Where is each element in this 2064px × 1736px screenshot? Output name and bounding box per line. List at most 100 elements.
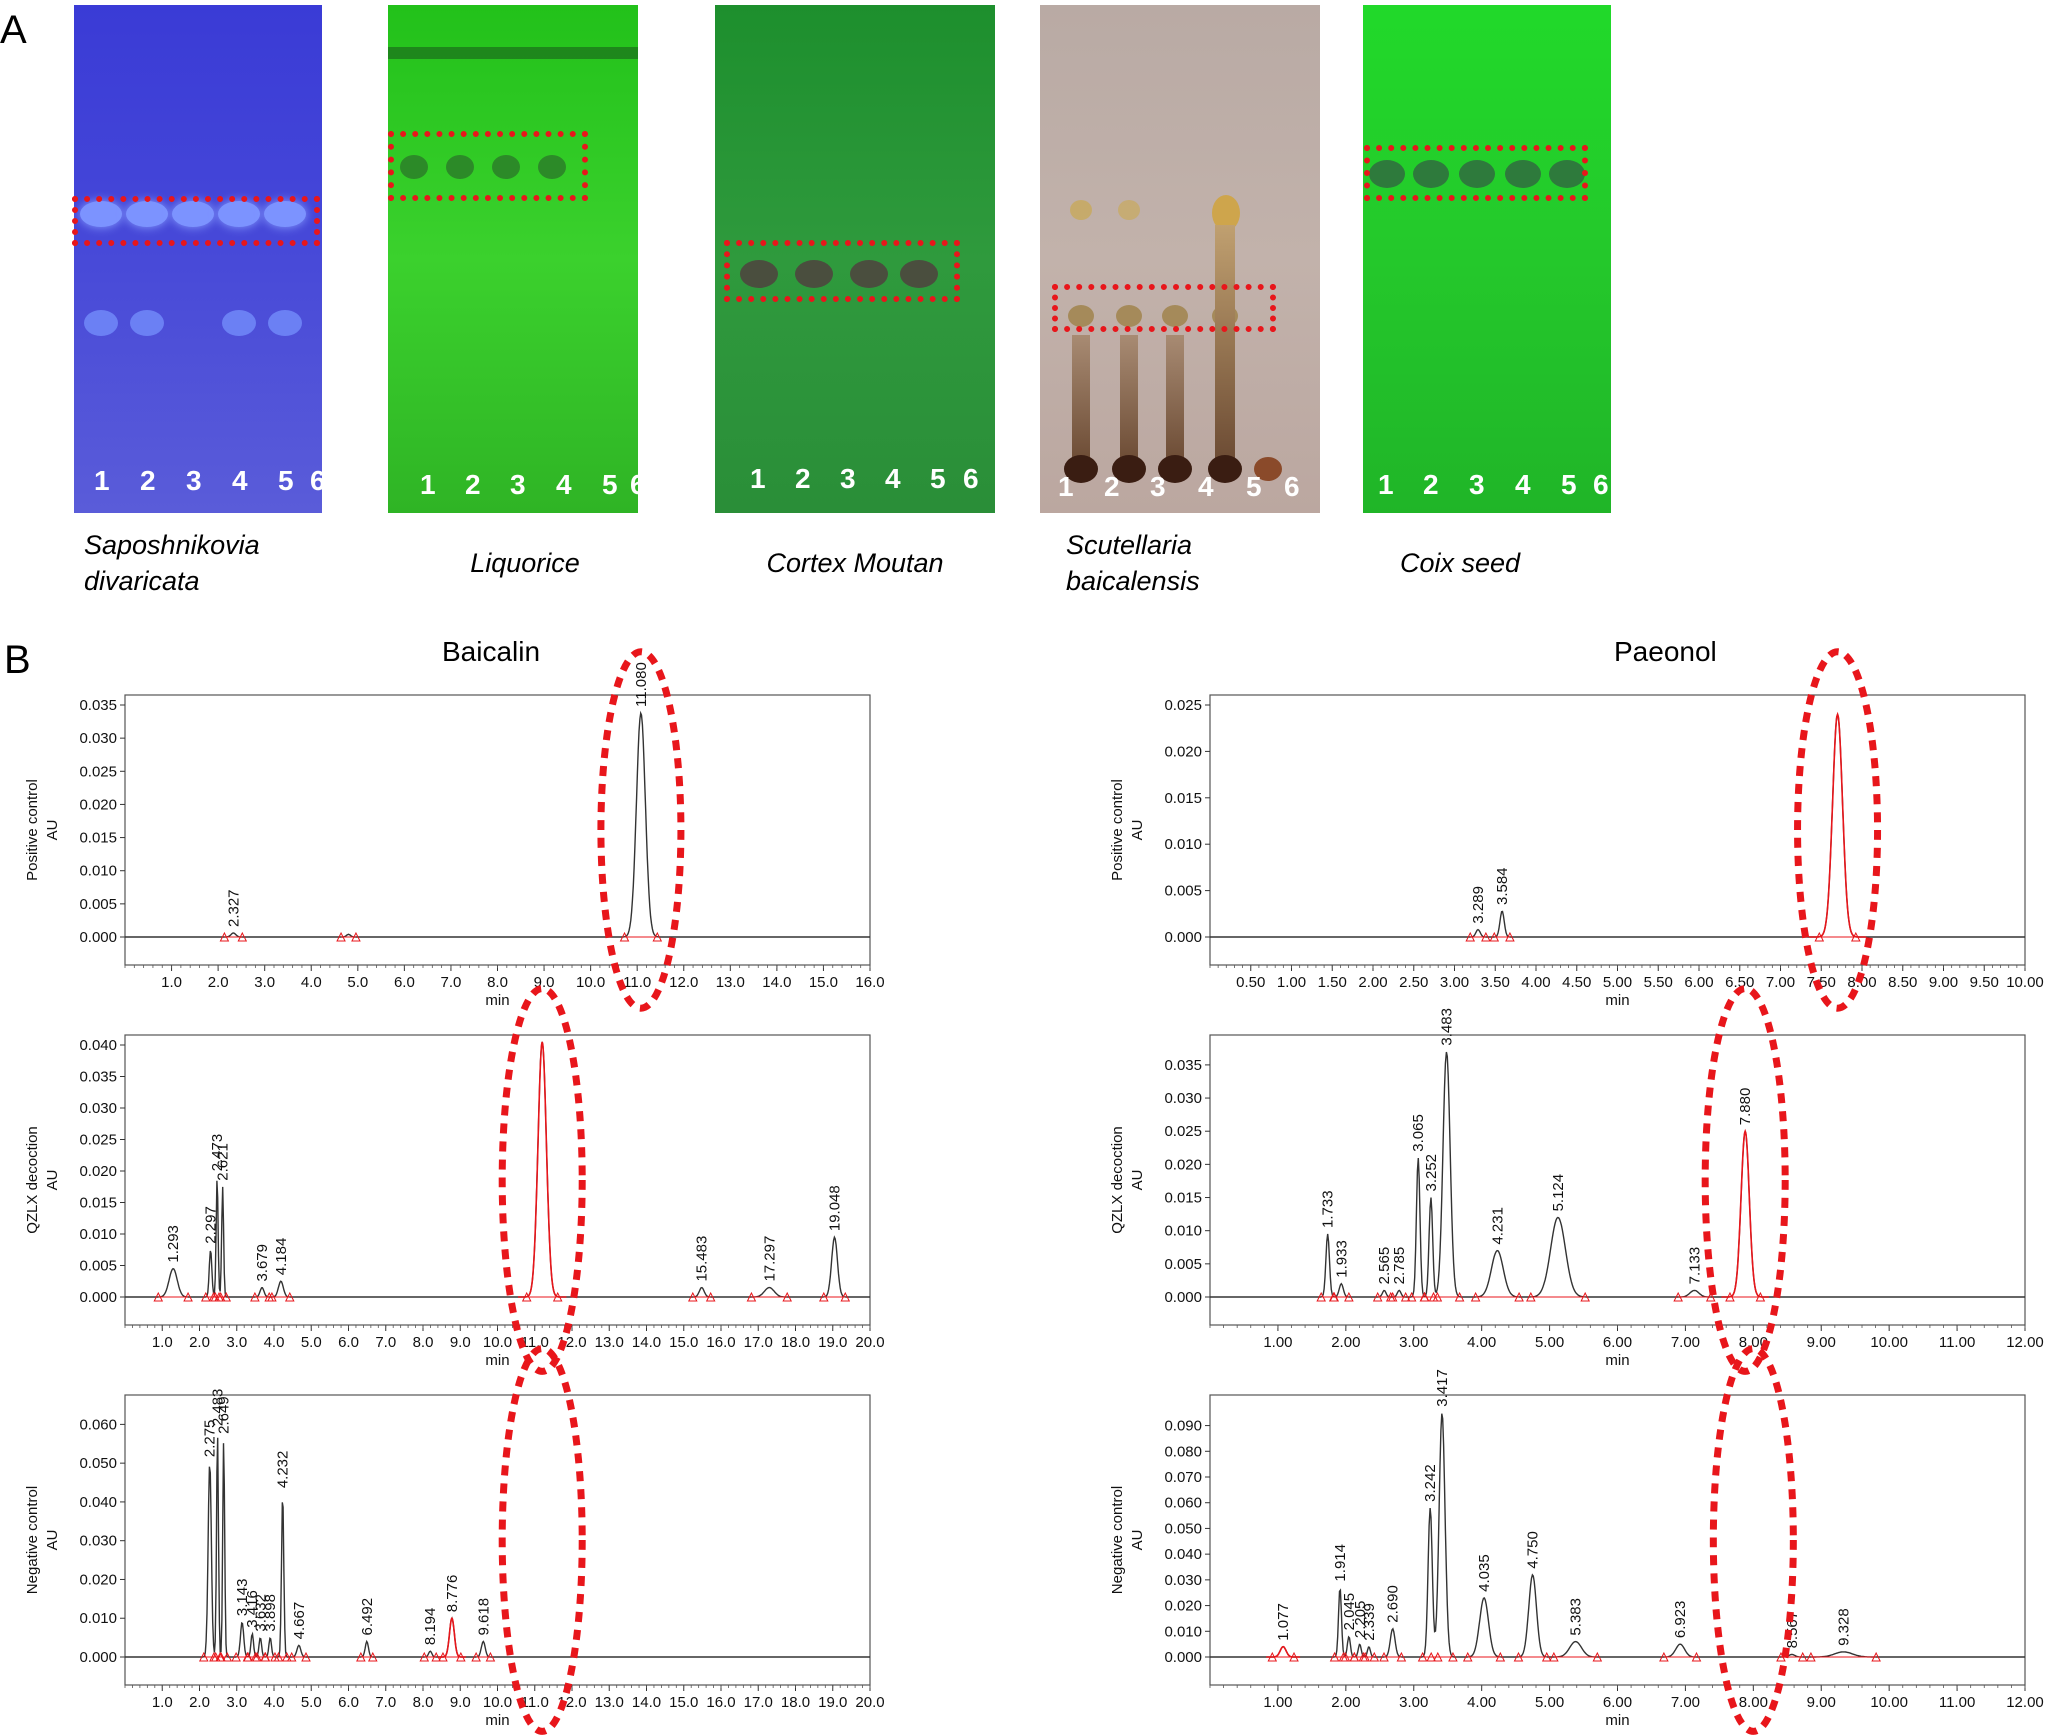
peak-retention-label: 3.584	[1494, 867, 1511, 905]
y-axis-label: QZLX decoction	[24, 1126, 41, 1234]
chromatogram-trace	[125, 1437, 870, 1658]
tlc-band	[1459, 160, 1495, 188]
tlc-plate-liquorice: 1 2 3 4 5 6	[388, 5, 638, 513]
peak-retention-label: 3.143	[234, 1579, 251, 1617]
y-tick-label: 0.030	[1164, 1090, 1202, 1107]
peak-boundary-marker	[1505, 931, 1515, 942]
y-axis-label: AU	[1129, 820, 1146, 841]
caption-line: Saposhnikovia	[84, 530, 260, 560]
lane-number: 3	[1469, 469, 1485, 500]
peak-boundary-marker	[1358, 1651, 1369, 1662]
peak-retention-label: 2.339	[1361, 1603, 1378, 1641]
lane-number: 4	[232, 465, 248, 496]
peak-retention-label: 2.275	[202, 1420, 219, 1458]
x-tick-label: 5.00	[1535, 1334, 1564, 1351]
peak-boundary-marker	[819, 1291, 829, 1302]
lane-number: 1	[420, 469, 436, 500]
highlight-box	[1052, 284, 1276, 332]
y-tick-label: 0.025	[79, 763, 117, 780]
tlc-band	[264, 201, 306, 227]
y-tick-label: 0.005	[79, 1258, 117, 1275]
peak-retention-label: 6.492	[359, 1598, 376, 1636]
lane-number: 4	[1198, 471, 1214, 502]
lane-number: 4	[1515, 469, 1531, 500]
tlc-streak	[1215, 225, 1235, 465]
x-tick-label: 15.0	[669, 1334, 698, 1351]
x-axis-label: min	[485, 1712, 509, 1729]
x-tick-label: 15.0	[669, 1694, 698, 1711]
peak-retention-label: 3.242	[1422, 1464, 1439, 1502]
chromatogram-trace	[125, 1041, 870, 1298]
x-tick-label: 5.0	[347, 974, 368, 991]
x-tick-label: 7.0	[375, 1334, 396, 1351]
peak-boundary-marker	[1797, 1651, 1808, 1662]
y-tick-label: 0.025	[79, 1132, 117, 1149]
peak-boundary-marker	[687, 1291, 698, 1302]
x-tick-label: 6.0	[338, 1334, 359, 1351]
peak-retention-label: 2.621	[215, 1143, 232, 1181]
x-tick-label: 6.0	[394, 974, 415, 991]
y-tick-label: 0.060	[1164, 1495, 1202, 1512]
peak-boundary-marker	[1462, 1651, 1473, 1662]
lane-number: 3	[1150, 471, 1166, 502]
y-tick-label: 0.080	[1164, 1443, 1202, 1460]
caption-line: Cortex Moutan	[766, 548, 944, 578]
peak-boundary-marker	[1850, 931, 1861, 942]
y-tick-label: 0.020	[1164, 1598, 1202, 1615]
lane-number: 5	[1246, 471, 1262, 502]
y-tick-label: 0.010	[79, 1226, 117, 1243]
peak-retention-label: 9.328	[1836, 1608, 1853, 1646]
x-tick-label: 3.50	[1481, 974, 1510, 991]
x-tick-label: 7.50	[1807, 974, 1836, 991]
peak-retention-label: 3.898	[262, 1594, 279, 1632]
y-tick-label: 0.000	[79, 1289, 117, 1306]
x-tick-label: 9.00	[1807, 1694, 1836, 1711]
peak-retention-label: 3.483	[1439, 1008, 1456, 1046]
x-tick-label: 8.0	[413, 1694, 434, 1711]
x-tick-label: 6.00	[1603, 1694, 1632, 1711]
x-tick-label: 2.00	[1331, 1334, 1360, 1351]
x-tick-label: 19.0	[818, 1334, 847, 1351]
caption-line: Scutellaria	[1066, 530, 1193, 560]
tlc-streak	[1166, 335, 1184, 465]
y-axis-label: QZLX decoction	[1109, 1126, 1126, 1234]
x-tick-label: 10.00	[1870, 1694, 1908, 1711]
x-tick-label: 3.00	[1399, 1694, 1428, 1711]
tlc-band	[1064, 455, 1098, 483]
lane-number: 1	[1378, 469, 1394, 500]
peak-boundary-marker	[1329, 1651, 1340, 1662]
peak-boundary-marker	[1400, 1291, 1411, 1302]
x-tick-label: 8.0	[487, 974, 508, 991]
peak-boundary-marker	[1289, 1651, 1299, 1662]
y-tick-label: 0.090	[1164, 1418, 1202, 1435]
peak-retention-label: 5.383	[1568, 1598, 1585, 1636]
x-tick-label: 13.0	[716, 974, 745, 991]
x-tick-label: 5.00	[1603, 974, 1632, 991]
chromatogram-paeonol-negative-control: 0.000 0.010 0.020 0.030 0.040 0.050 0.060 0.070…	[1109, 1345, 2044, 1735]
peak-boundary-marker	[214, 1291, 224, 1302]
peak-boundary-marker	[1349, 1651, 1360, 1662]
x-tick-label: 1.50	[1318, 974, 1347, 991]
plate-caption-coix-seed: Coix seed	[1400, 545, 1650, 581]
peak-retention-label: 11.080	[633, 662, 650, 707]
peak-boundary-marker	[1659, 1651, 1669, 1662]
tlc-band	[80, 201, 122, 227]
x-tick-label: 16.0	[855, 974, 884, 991]
lane-number: 1	[1058, 471, 1074, 502]
chromatogram-trace	[1210, 714, 2025, 938]
tlc-band	[900, 260, 938, 288]
y-axis-label: Negative control	[1109, 1486, 1126, 1594]
peak-retention-label: 3.632	[252, 1594, 269, 1632]
chromatogram-paeonol-qzlx-decoction: 0.000 0.005 0.010 0.015 0.020 0.025 0.030 0.035…	[1109, 985, 2044, 1375]
lane-number: 6	[963, 463, 979, 494]
peak-boundary-marker	[782, 1291, 793, 1302]
x-tick-label: 4.0	[264, 1694, 285, 1711]
y-tick-label: 0.040	[1164, 1546, 1202, 1563]
y-axis-label: AU	[1129, 1170, 1146, 1191]
peak-boundary-marker	[260, 1651, 271, 1662]
peak-boundary-marker	[336, 931, 346, 942]
y-tick-label: 0.020	[79, 796, 117, 813]
peak-boundary-marker	[1344, 1291, 1354, 1302]
x-tick-label: 20.0	[855, 1694, 884, 1711]
lane-number: 3	[186, 465, 202, 496]
